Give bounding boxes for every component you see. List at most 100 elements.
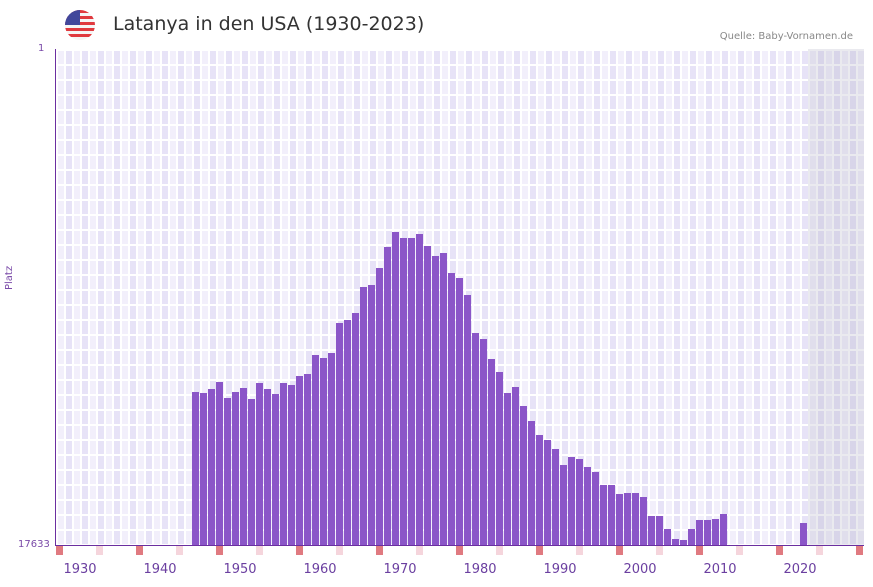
x-tick-label: 1960 [303, 562, 337, 577]
bar-2001[interactable] [632, 493, 639, 545]
year-marker [536, 546, 543, 555]
bar-1975[interactable] [424, 246, 431, 545]
bar-1976[interactable] [432, 256, 439, 545]
year-marker [456, 546, 463, 555]
bar-1995[interactable] [584, 467, 591, 545]
bar-2003[interactable] [648, 516, 655, 545]
bar-1956[interactable] [272, 394, 279, 545]
x-tick-label: 1990 [543, 562, 577, 577]
bar-2007[interactable] [680, 540, 687, 545]
bar-1977[interactable] [440, 253, 447, 545]
bar-1960[interactable] [304, 374, 311, 545]
year-marker [176, 546, 183, 555]
bar-1973[interactable] [408, 237, 415, 545]
bar-1980[interactable] [464, 295, 471, 545]
chart-title: Latanya in den USA (1930-2023) [113, 13, 425, 35]
bar-1985[interactable] [504, 393, 511, 545]
bar-1953[interactable] [248, 399, 255, 545]
bar-1989[interactable] [536, 435, 543, 545]
future-region [808, 49, 864, 545]
bar-2008[interactable] [688, 529, 695, 545]
bar-1996[interactable] [592, 472, 599, 545]
year-marker [776, 546, 783, 555]
x-tick-label: 1950 [223, 562, 257, 577]
year-marker [496, 546, 503, 555]
bar-1949[interactable] [216, 382, 223, 545]
bar-1986[interactable] [512, 387, 519, 545]
bar-2022[interactable] [800, 523, 807, 545]
x-tick-label: 1930 [63, 562, 97, 577]
year-marker [816, 546, 823, 555]
bar-1948[interactable] [208, 389, 215, 545]
y-tick-bottom: 17633 [18, 539, 50, 550]
bar-1954[interactable] [256, 383, 263, 545]
year-marker [656, 546, 663, 555]
plot-area [56, 49, 864, 545]
bar-1988[interactable] [528, 421, 535, 545]
bar-1957[interactable] [280, 383, 287, 545]
bar-1970[interactable] [384, 246, 391, 545]
bar-1981[interactable] [472, 333, 479, 545]
bar-1997[interactable] [600, 485, 607, 545]
year-marker [56, 546, 63, 555]
bar-1971[interactable] [392, 231, 399, 545]
bar-1952[interactable] [240, 388, 247, 545]
x-tick-label: 2020 [783, 562, 817, 577]
bar-2005[interactable] [664, 529, 671, 545]
bar-1962[interactable] [320, 358, 327, 545]
bar-1999[interactable] [616, 494, 623, 545]
bar-1991[interactable] [552, 449, 559, 545]
bar-1947[interactable] [200, 393, 207, 545]
bar-1992[interactable] [560, 465, 567, 545]
bar-1967[interactable] [360, 287, 367, 545]
bar-1979[interactable] [456, 278, 463, 545]
bar-1984[interactable] [496, 372, 503, 545]
bar-2000[interactable] [624, 493, 631, 545]
bar-2004[interactable] [656, 516, 663, 545]
year-marker [416, 546, 423, 555]
y-axis [55, 49, 56, 546]
year-marker [736, 546, 743, 555]
y-tick-top: 1 [38, 43, 45, 54]
bar-1987[interactable] [520, 406, 527, 545]
bar-1998[interactable] [608, 485, 615, 545]
year-marker [576, 546, 583, 555]
x-tick-label: 1980 [463, 562, 497, 577]
year-marker [376, 546, 383, 555]
bar-1965[interactable] [344, 319, 351, 545]
bar-1969[interactable] [376, 267, 383, 545]
bar-1958[interactable] [288, 385, 295, 545]
bar-1993[interactable] [568, 457, 575, 545]
bar-1955[interactable] [264, 389, 271, 545]
bar-1964[interactable] [336, 323, 343, 545]
year-marker [856, 546, 863, 555]
bar-1950[interactable] [224, 398, 231, 545]
year-marker [296, 546, 303, 555]
bar-2002[interactable] [640, 497, 647, 545]
bar-1994[interactable] [576, 459, 583, 545]
bar-1968[interactable] [368, 285, 375, 545]
bar-2010[interactable] [704, 520, 711, 545]
year-marker [696, 546, 703, 555]
year-marker [136, 546, 143, 555]
x-tick-label: 1970 [383, 562, 417, 577]
bar-2009[interactable] [696, 520, 703, 545]
bar-1966[interactable] [352, 312, 359, 545]
bar-1982[interactable] [480, 339, 487, 545]
year-marker [216, 546, 223, 555]
bar-1972[interactable] [400, 237, 407, 545]
bar-1946[interactable] [192, 392, 199, 545]
bar-1961[interactable] [312, 355, 319, 545]
bar-1963[interactable] [328, 352, 335, 545]
bar-1983[interactable] [488, 359, 495, 545]
bar-2011[interactable] [712, 519, 719, 545]
year-marker [336, 546, 343, 555]
bar-1974[interactable] [416, 234, 423, 545]
bar-1959[interactable] [296, 376, 303, 545]
bar-2006[interactable] [672, 539, 679, 545]
source-link[interactable]: Quelle: Baby-Vornamen.de [719, 31, 853, 42]
bar-1978[interactable] [448, 273, 455, 545]
bar-2012[interactable] [720, 514, 727, 545]
bar-1951[interactable] [232, 392, 239, 545]
bar-1990[interactable] [544, 440, 551, 545]
